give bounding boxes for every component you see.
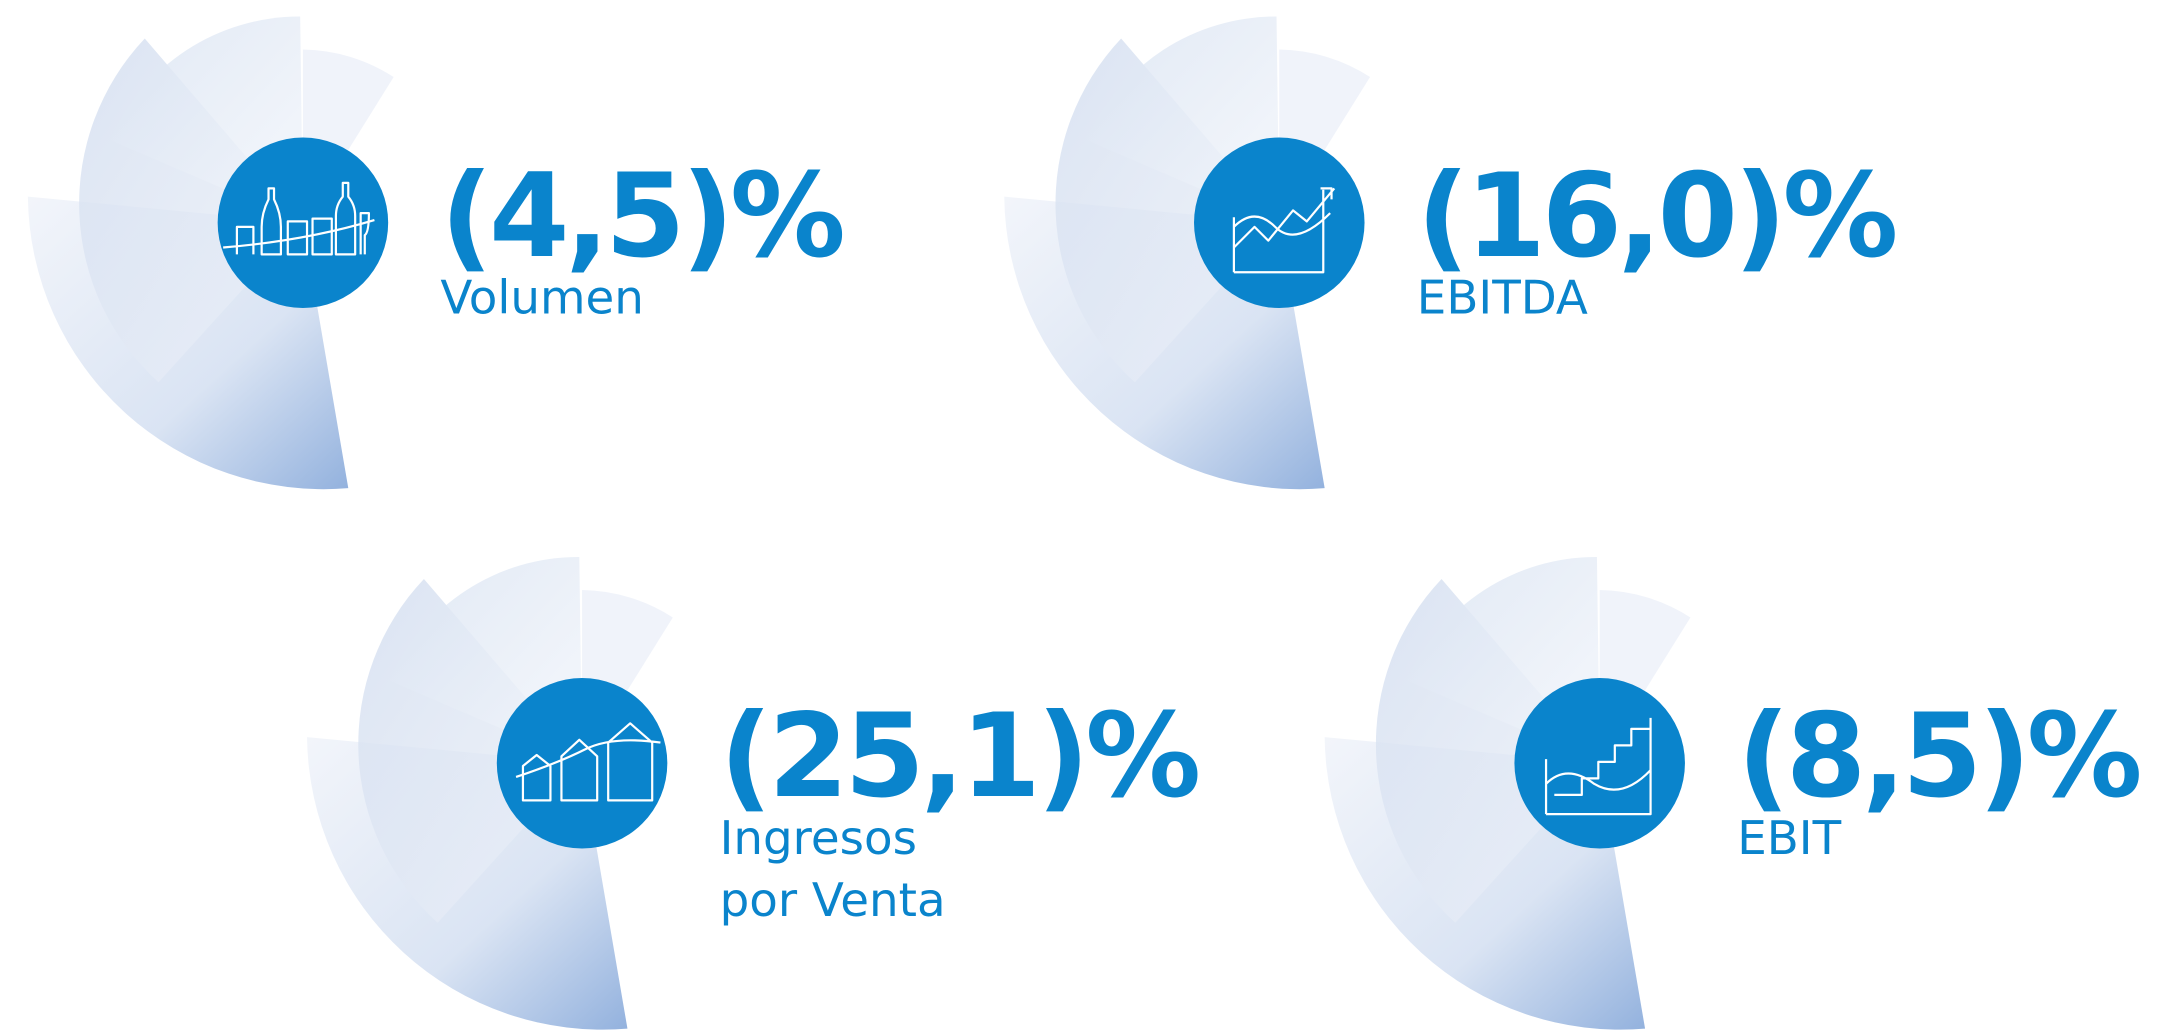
kpi-value: (4,5)% — [440, 150, 843, 284]
kpi-value: (16,0)% — [1417, 150, 1896, 284]
icon — [1544, 717, 1652, 816]
kpi-block: (4,5)%Volumen — [27, 16, 847, 490]
icon — [223, 181, 375, 256]
kpi-label: Volumen — [440, 272, 644, 326]
icon-circle — [496, 677, 668, 849]
icon-circle — [1514, 677, 1685, 849]
kpi-block: (25,1)%Ingresos por Venta — [307, 556, 1202, 1030]
icon — [515, 722, 661, 802]
icon — [1232, 187, 1336, 274]
kpi-label: Ingresos — [720, 812, 917, 866]
kpi-label: EBIT — [1737, 812, 1841, 866]
kpi-block: (16,0)%EBITDA — [1004, 16, 1900, 490]
kpi-value: (25,1)% — [720, 690, 1199, 824]
kpi-block: (8,5)%EBIT — [1324, 556, 2144, 1030]
kpi-label: por Venta — [720, 874, 946, 928]
icon-circle — [1194, 137, 1365, 309]
icon-circle — [217, 137, 389, 309]
kpi-value: (8,5)% — [1737, 690, 2140, 824]
kpi-label: EBITDA — [1417, 272, 1588, 326]
